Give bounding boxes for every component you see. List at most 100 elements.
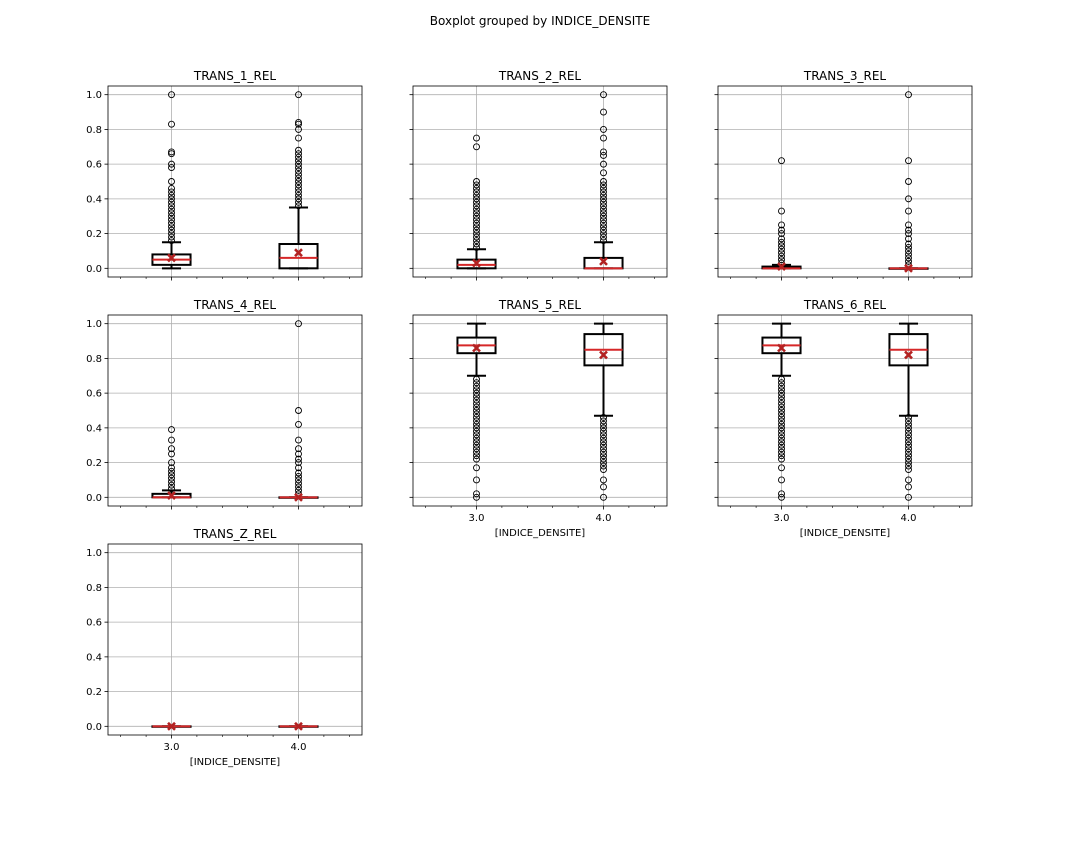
outlier-point (473, 490, 480, 498)
outlier-point (295, 157, 302, 165)
outlier-point (168, 209, 175, 217)
outlier-point (905, 250, 912, 258)
box-3.0 (151, 91, 192, 270)
subplot-title: TRANS_1_REL (193, 69, 277, 83)
outlier-point (778, 379, 785, 387)
mean-marker (904, 350, 913, 360)
outlier-point (168, 120, 175, 128)
outlier-point (473, 216, 480, 224)
outlier-point (473, 464, 480, 472)
y-tick-label: 0.4 (86, 423, 102, 434)
outlier-point (295, 450, 302, 458)
subplot-3: TRANS_3_REL (714, 69, 973, 281)
outlier-point (778, 400, 785, 408)
outlier-point (905, 207, 912, 215)
box-4.0 (888, 322, 929, 501)
outlier-point (295, 146, 302, 154)
outlier-point (168, 150, 175, 158)
outlier-point (905, 230, 912, 238)
subplot-1: TRANS_1_REL 0.0 0.2 0.4 0.6 0.8 1.0 (86, 69, 363, 281)
outlier-point (168, 202, 175, 210)
outlier-point (473, 195, 480, 203)
subplot-7: TRANS_Z_REL 0.0 0.2 0.4 0.6 0.8 1.0 3.0 4.0 [INDI… (86, 527, 363, 768)
y-tick-label: 0.8 (86, 354, 102, 365)
outlier-point (905, 195, 912, 203)
outlier-point (600, 219, 607, 227)
outlier-point (905, 427, 912, 435)
outlier-point (600, 223, 607, 231)
outlier-point (295, 150, 302, 158)
box-3.0 (151, 426, 192, 501)
box-3.0 (761, 157, 802, 272)
outlier-point (778, 396, 785, 404)
outlier-point (473, 386, 480, 394)
y-tick-label: 0.6 (86, 389, 102, 400)
x-axis-label: [INDICE_DENSITE] (190, 757, 281, 768)
outlier-point (905, 420, 912, 428)
outlier-point (473, 219, 480, 227)
outlier-point (168, 474, 175, 482)
outlier-point (778, 452, 785, 460)
outlier-point (600, 476, 607, 484)
outlier-point (600, 427, 607, 435)
y-tick-label: 1.0 (86, 548, 102, 559)
y-tick-label: 0.2 (86, 229, 102, 240)
outlier-point (473, 389, 480, 397)
outlier-point (600, 420, 607, 428)
outlier-point (168, 471, 175, 479)
outlier-point (905, 466, 912, 473)
outlier-point (473, 382, 480, 390)
outlier-point (295, 188, 302, 196)
outlier-point (295, 134, 302, 142)
subplot-title: TRANS_5_REL (498, 298, 582, 312)
outlier-point (295, 479, 302, 487)
mean-marker (167, 253, 176, 263)
outlier-point (905, 445, 912, 453)
y-tick-label: 0.0 (86, 264, 102, 275)
outlier-point (473, 396, 480, 404)
outlier-point (778, 386, 785, 394)
outlier-point (778, 235, 785, 243)
outlier-point (778, 252, 785, 260)
outlier-point (905, 438, 912, 446)
box-4.0 (278, 721, 319, 731)
axes-frame (717, 85, 973, 278)
outlier-point (473, 223, 480, 231)
outlier-point (168, 230, 175, 238)
outlier-point (778, 448, 785, 456)
outlier-point (473, 407, 480, 414)
outlier-point (295, 160, 302, 168)
outlier-point (778, 490, 785, 498)
outlier-point (168, 160, 175, 168)
outlier-point (473, 417, 480, 425)
outlier-point (905, 434, 912, 442)
outlier-point (778, 431, 785, 439)
outlier-point (778, 407, 785, 414)
outlier-point (295, 445, 302, 453)
outlier-point (295, 164, 302, 172)
axes-frame (107, 85, 363, 278)
outlier-point (473, 202, 480, 210)
outlier-point (168, 178, 175, 185)
outlier-point (600, 462, 607, 470)
outlier-point (295, 198, 302, 206)
outlier-point (778, 464, 785, 472)
axes-frame (107, 314, 363, 507)
outlier-point (600, 448, 607, 456)
subplot-2: TRANS_2_REL (409, 69, 668, 281)
outlier-point (473, 445, 480, 453)
axes-frame (107, 543, 363, 736)
outlier-point (168, 188, 175, 196)
outlier-point (905, 483, 912, 491)
outlier-point (473, 476, 480, 484)
outlier-point (473, 400, 480, 408)
mean-marker (599, 350, 608, 360)
outlier-point (600, 216, 607, 224)
outlier-point (168, 191, 175, 199)
outlier-point (295, 174, 302, 182)
outlier-point (168, 148, 175, 156)
outlier-point (600, 188, 607, 196)
outlier-point (295, 459, 302, 467)
outlier-point (473, 198, 480, 206)
outlier-point (778, 157, 785, 165)
